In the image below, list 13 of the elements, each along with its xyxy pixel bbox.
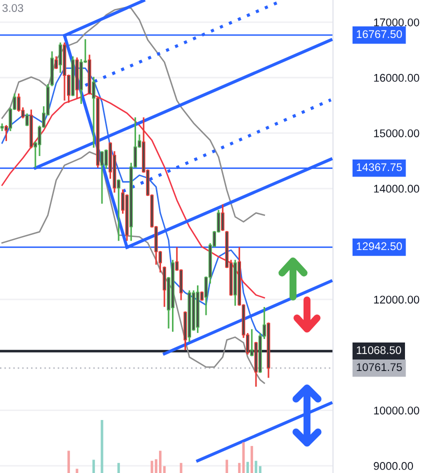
- y-tick-label: 16000.00: [374, 74, 420, 82]
- ref-line-label: 12942.50: [356, 242, 402, 250]
- ref-line-label: 14367.75: [356, 163, 402, 172]
- ref-line-label: 11068.50: [356, 346, 402, 354]
- ref-line-label: 16767.50: [356, 30, 402, 38]
- y-tick-label: 17000.00: [374, 18, 420, 26]
- y-tick-label: 14000.00: [374, 184, 420, 193]
- ref-line-label: 10761.75: [356, 363, 402, 372]
- y-tick-label: 9000.00: [374, 462, 414, 470]
- y-tick-label: 12000.00: [374, 296, 420, 304]
- y-tick-label: 10000.00: [374, 406, 420, 414]
- y-tick-label: 15000.00: [374, 129, 420, 138]
- annotation: 3.03: [2, 4, 24, 12]
